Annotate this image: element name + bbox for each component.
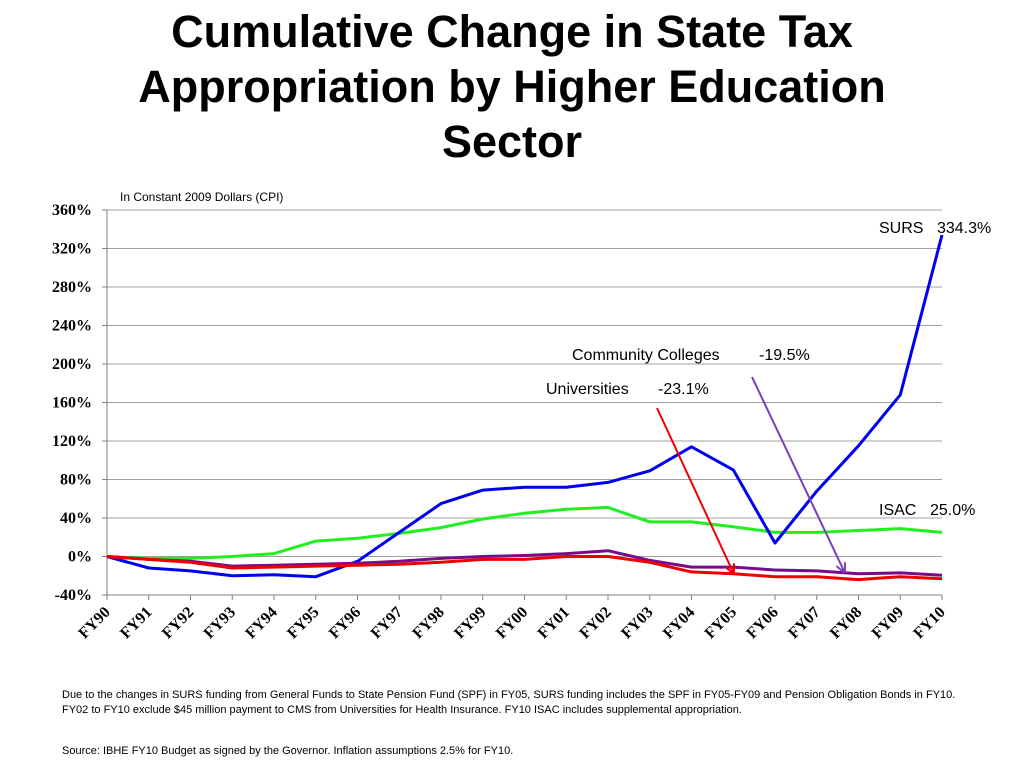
x-tick-label: FY91 xyxy=(117,604,155,642)
isac-annotation-name: ISAC xyxy=(879,502,916,519)
chart-title-line2: Appropriation by Higher Education xyxy=(138,61,886,112)
chart-subtitle: In Constant 2009 Dollars (CPI) xyxy=(120,190,283,204)
universities-series-line xyxy=(106,555,943,582)
x-tick-label: FY08 xyxy=(827,604,865,642)
x-tick-label: FY07 xyxy=(785,604,823,642)
y-tick-label: 200% xyxy=(52,356,92,373)
universities-annotation-value: -23.1% xyxy=(658,381,709,398)
y-tick-label: 280% xyxy=(52,279,92,296)
x-tick-label: FY02 xyxy=(576,604,614,642)
annotation-arrows xyxy=(656,376,844,572)
community-colleges-annotation-name: Community Colleges xyxy=(572,347,720,364)
y-tick-label: 0% xyxy=(68,549,92,566)
x-tick-label: FY96 xyxy=(326,604,364,642)
x-tick-label: FY90 xyxy=(75,604,113,642)
source-note: Source: IBHE FY10 Budget as signed by th… xyxy=(62,745,514,757)
y-tick-label: 80% xyxy=(60,472,92,489)
footnote: Due to the changes in SURS funding from … xyxy=(62,689,956,716)
y-tick-label: 320% xyxy=(52,241,92,258)
x-tick-label: FY09 xyxy=(869,604,907,642)
y-tick-label: -40% xyxy=(55,587,92,604)
x-tick-label: FY94 xyxy=(242,604,280,642)
series-annotations: SURS 334.3% Community Colleges -19.5% Un… xyxy=(546,220,991,519)
x-tick-label: FY01 xyxy=(535,604,573,642)
community-colleges-annotation-value: -19.5% xyxy=(759,347,810,364)
community-colleges-arrow xyxy=(751,376,844,571)
surs-series-line xyxy=(106,234,944,579)
x-tick-label: FY98 xyxy=(409,604,447,642)
universities-arrow xyxy=(656,407,733,572)
chart-title: Cumulative Change in State Tax Appropria… xyxy=(0,4,1024,169)
x-tick-label: FY95 xyxy=(284,604,322,642)
x-tick-label: FY97 xyxy=(368,604,406,642)
x-axis-ticks: FY90 FY91 FY92 FY93 FY94 FY95 FY96 FY97 FY98 FY99… xyxy=(75,595,949,642)
chart-title-line1: Cumulative Change in State Tax xyxy=(171,6,853,57)
grid-lines xyxy=(107,209,942,596)
x-tick-label: FY92 xyxy=(159,604,197,642)
chart-title-line3: Sector xyxy=(441,116,583,167)
x-tick-label: FY03 xyxy=(618,604,656,642)
x-tick-label: FY04 xyxy=(660,604,698,642)
x-tick-label: FY00 xyxy=(493,604,531,642)
y-tick-label: 40% xyxy=(60,510,92,527)
x-tick-label: FY06 xyxy=(743,604,781,642)
community-colleges-series-line xyxy=(106,549,943,577)
x-tick-label: FY10 xyxy=(910,604,948,642)
x-tick-label: FY05 xyxy=(702,604,740,642)
x-tick-label: FY93 xyxy=(201,604,239,642)
y-axis-ticks: 360% 320% 280% 240% 200% 160% 120% 80% 40% 0% -40% xyxy=(52,202,107,604)
surs-annotation-value: 334.3% xyxy=(937,220,991,237)
y-tick-label: 120% xyxy=(52,433,92,450)
isac-annotation-value: 25.0% xyxy=(930,502,975,519)
x-tick-label: FY99 xyxy=(451,604,489,642)
y-tick-label: 240% xyxy=(52,318,92,335)
y-tick-label: 360% xyxy=(52,202,92,219)
series-lines xyxy=(106,234,944,582)
y-tick-label: 160% xyxy=(52,395,92,412)
isac-series-line xyxy=(106,505,943,560)
surs-annotation-name: SURS xyxy=(879,220,923,237)
universities-annotation-name: Universities xyxy=(546,381,629,398)
